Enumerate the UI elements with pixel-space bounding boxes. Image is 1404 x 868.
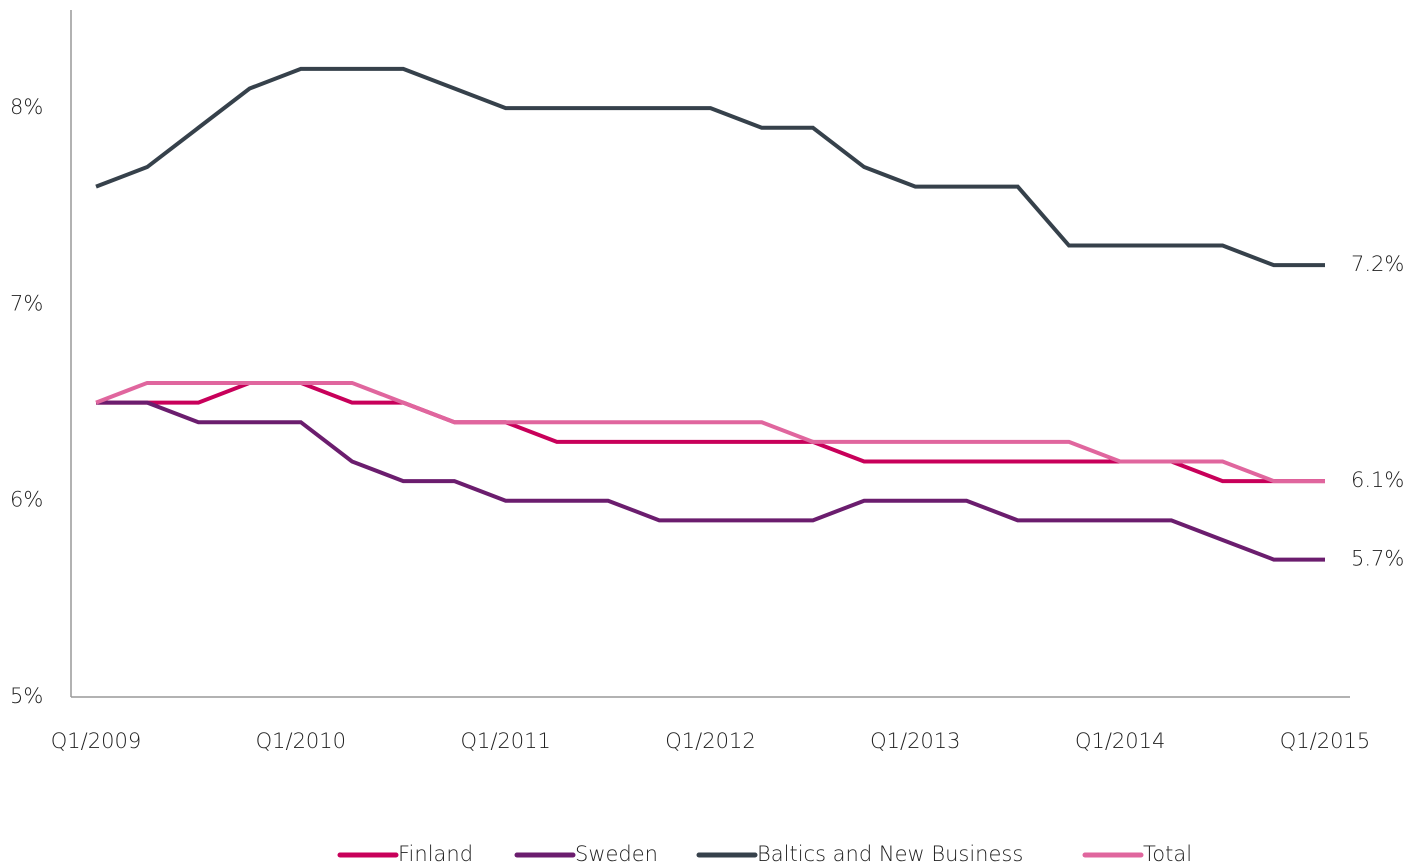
x-tick-label: Q1/2010 <box>256 729 346 753</box>
y-tick-label: 5% <box>10 684 43 708</box>
y-tick-label: 6% <box>10 488 43 512</box>
x-tick-label: Q1/2014 <box>1075 729 1165 753</box>
legend-label: Sweden <box>575 842 658 866</box>
series-line <box>96 400 1325 562</box>
data-label: 7.2% <box>1351 252 1404 276</box>
legend-label: Baltics and New Business <box>757 842 1023 866</box>
x-tick-label: Q1/2012 <box>665 729 755 753</box>
x-tick-label: Q1/2015 <box>1280 729 1370 753</box>
y-tick-label: 7% <box>10 291 43 315</box>
legend-label: Total <box>1143 842 1192 866</box>
series-line <box>96 380 1325 484</box>
legend-label: Finland <box>398 842 473 866</box>
x-tick-label: Q1/2013 <box>870 729 960 753</box>
series-line <box>95 66 1325 268</box>
data-label: 5.7% <box>1351 547 1404 571</box>
series-line <box>95 380 1325 484</box>
y-tick-label: 8% <box>10 95 43 119</box>
data-label: 6.1% <box>1351 468 1404 492</box>
x-tick-label: Q1/2011 <box>460 729 550 753</box>
x-tick-label: Q1/2009 <box>51 729 141 753</box>
